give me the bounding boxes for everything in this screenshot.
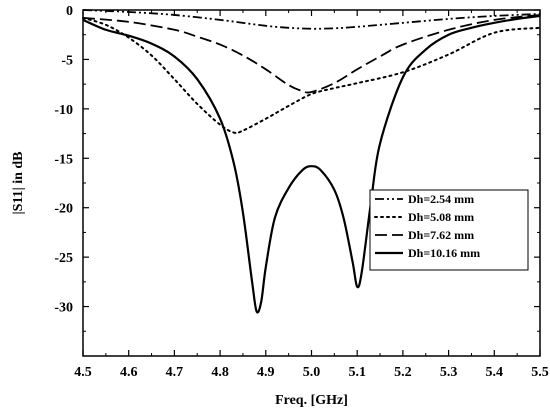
y-tick-label: -10 — [54, 103, 73, 118]
x-tick-label: 4.5 — [74, 365, 92, 380]
y-axis-title: |S11| in dB — [11, 152, 26, 215]
series-line-2 — [82, 16, 541, 135]
plot-area — [82, 9, 541, 357]
x-axis-title: Freq. [GHz] — [275, 393, 348, 408]
y-tick-label: -15 — [54, 152, 73, 167]
legend-label: Dh=5.08 mm — [408, 210, 474, 224]
x-tick-label: 5.3 — [440, 365, 458, 380]
y-tick-label: 0 — [66, 4, 73, 19]
y-tick-label: -30 — [54, 301, 73, 316]
legend-box — [369, 189, 529, 271]
x-tick-label: 4.6 — [120, 365, 138, 380]
y-tick-label: -20 — [54, 202, 73, 217]
series-line-3 — [82, 14, 541, 94]
x-tick-label: 5.1 — [348, 365, 366, 380]
legend-label: Dh=7.62 mm — [408, 228, 474, 242]
y-tick-label: -5 — [61, 53, 73, 68]
plot-frame — [82, 9, 541, 357]
x-tick-label: 4.7 — [166, 365, 184, 380]
series-line-4 — [82, 14, 541, 314]
x-axis: 4.5 4.6 4.7 4.8 4.9 5.0 5.1 5.2 5.3 5.4 5.5 — [74, 10, 549, 380]
x-tick-label: 5.2 — [394, 365, 412, 380]
x-tick-label: 4.8 — [211, 365, 229, 380]
series-line-1 — [82, 9, 541, 30]
x-tick-label: 5.5 — [531, 365, 549, 380]
y-tick-label: -25 — [54, 251, 73, 266]
legend-label: Dh=10.16 mm — [408, 246, 480, 260]
x-tick-label: 5.4 — [486, 365, 504, 380]
series-layer — [82, 9, 541, 314]
legend-label: Dh=2.54 mm — [408, 192, 474, 206]
x-tick-label: 5.0 — [303, 365, 321, 380]
x-tick-label: 4.9 — [257, 365, 275, 380]
y-axis: 0 -5 -10 -15 -20 -25 -30 — [54, 4, 540, 332]
legend: Dh=2.54 mm Dh=5.08 mm Dh=7.62 mm Dh=10.16 m… — [369, 189, 529, 271]
